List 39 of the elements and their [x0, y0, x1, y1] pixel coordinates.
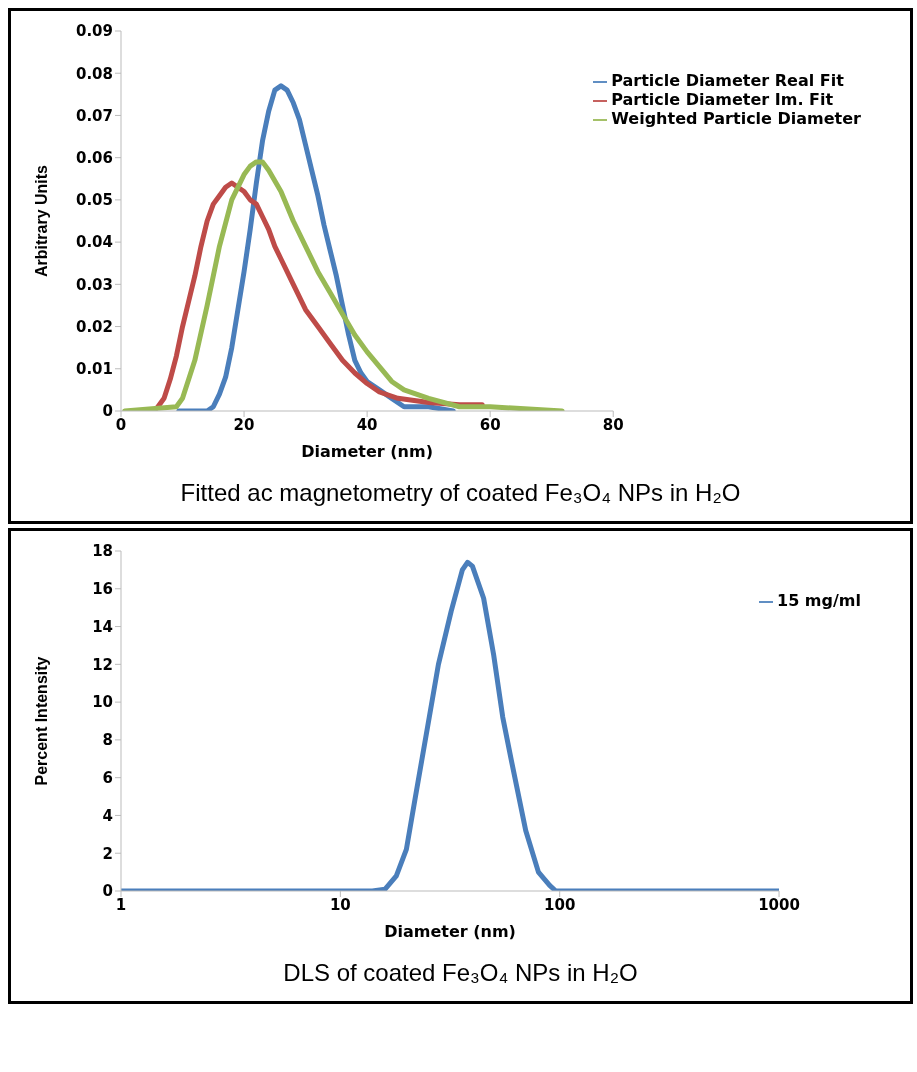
x-tick-label: 60 — [479, 415, 501, 434]
y-tick-label: 0.08 — [75, 64, 113, 83]
y-tick-label: 0.03 — [75, 275, 113, 294]
x-axis-title: Diameter (nm) — [301, 442, 433, 461]
y-axis-title: Arbitrary Units — [32, 164, 50, 278]
legend-label: 15 mg/ml — [777, 591, 861, 610]
x-axis-title: Diameter (nm) — [384, 922, 516, 941]
y-tick-label: 12 — [92, 655, 113, 674]
y-tick-label: 4 — [102, 806, 113, 825]
y-tick-label: 18 — [92, 542, 113, 561]
y-tick-label: 0.05 — [75, 191, 113, 210]
x-tick-label: 80 — [602, 415, 624, 434]
x-tick-label: 1000 — [758, 895, 800, 914]
y-tick-label: 0.01 — [75, 360, 113, 379]
y-tick-label: 0.09 — [75, 22, 113, 41]
legend-label: Particle Diameter Real Fit — [611, 71, 844, 90]
x-tick-label: 1 — [115, 895, 127, 914]
legend-label: Weighted Particle Diameter — [611, 109, 861, 128]
text: Fitted ac magnetometry of coated Fe₃O₄ NPs in H₂O — [179, 478, 742, 508]
x-tick-label: 20 — [233, 415, 255, 434]
x-tick-label: 100 — [544, 895, 576, 914]
y-tick-label: 10 — [92, 693, 113, 712]
x-tick-label: 10 — [329, 895, 351, 914]
x-tick-label: 0 — [115, 415, 127, 434]
y-tick-label: 6 — [102, 768, 113, 787]
x-tick-label: 40 — [356, 415, 378, 434]
y-tick-label: 2 — [102, 844, 113, 863]
text: DLS of coated Fe₃O₄ NPs in H₂O — [282, 958, 639, 988]
y-tick-label: 8 — [102, 731, 113, 750]
y-tick-label: 14 — [92, 617, 113, 636]
legend-label: Particle Diameter Im. Fit — [611, 90, 834, 109]
y-tick-label: 0.02 — [75, 317, 113, 336]
y-tick-label: 0.04 — [75, 233, 113, 252]
y-axis-title: Percent Intensity — [32, 656, 50, 786]
y-tick-label: 0.07 — [75, 106, 113, 125]
y-tick-label: 0 — [102, 402, 113, 421]
y-tick-label: 16 — [92, 580, 113, 599]
y-tick-label: 0.06 — [75, 148, 113, 167]
y-tick-label: 0 — [102, 882, 113, 901]
